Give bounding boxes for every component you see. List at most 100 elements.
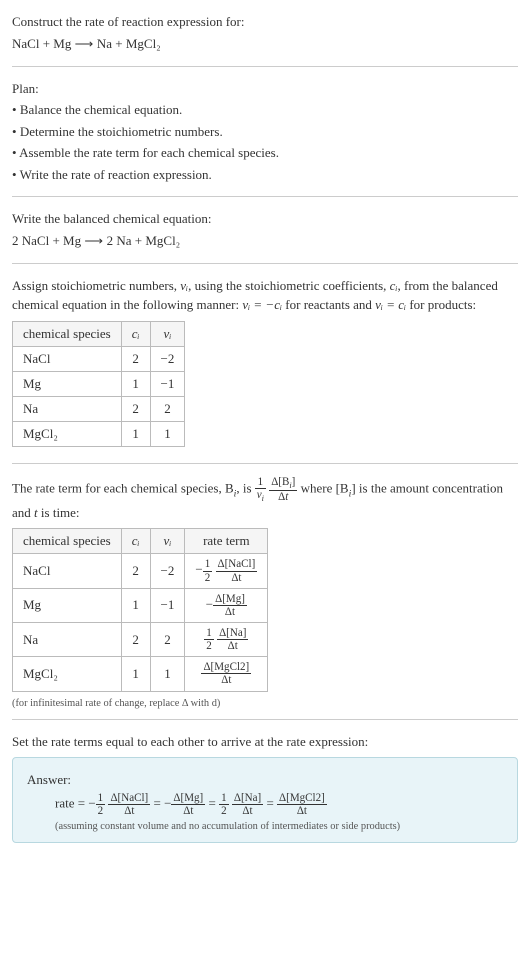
neg: − [88,795,95,810]
frac: Δ[NaCl]Δt [216,558,258,583]
cell: −2 [150,346,185,371]
stoich-section: Assign stoichiometric numbers, νᵢ, using… [12,276,518,464]
rate-expression: rate = −12 Δ[NaCl]Δt = −Δ[Mg]Δt = 12 Δ[N… [55,792,503,817]
balanced-section: Write the balanced chemical equation: 2 … [12,209,518,264]
cell: MgCl₂ [13,657,122,691]
table-row: MgCl₂ 1 1 Δ[MgCl2]Δt [13,657,268,691]
table-row: Mg1−1 [13,371,185,396]
cell: 2 [150,623,185,657]
cell: NaCl [13,346,122,371]
text: for reactants and [282,297,375,312]
eq-lhs: NaCl + Mg [12,36,71,51]
table-row: NaCl 2 −2 −12 Δ[NaCl]Δt [13,554,268,588]
cell: Na [13,623,122,657]
table-row: MgCl₂11 [13,421,185,446]
eq-rhs: Na + MgCl₂ [97,36,161,51]
text: νᵢ [164,533,172,548]
frac: Δ[Na]Δt [217,627,248,652]
neg: − [195,562,202,577]
text: cᵢ [132,326,140,341]
cell: 2 [150,396,185,421]
cell: 1 [121,371,150,396]
plan-section: Plan: • Balance the chemical equation. •… [12,79,518,198]
col-header: cᵢ [121,321,150,346]
cell: Δ[MgCl2]Δt [185,657,268,691]
col-header: chemical species [13,321,122,346]
plan-item: • Assemble the rate term for each chemic… [12,143,518,163]
rateterm-hint: (for infinitesimal rate of change, repla… [12,698,518,709]
plan-item-text: Determine the stoichiometric numbers. [20,124,223,139]
text: νᵢ [164,326,172,341]
frac: Δ[Bi]Δt [269,476,297,503]
cell: 1 [150,657,185,691]
balanced-rhs: 2 Na + MgCl₂ [107,233,181,248]
answer-box: Answer: rate = −12 Δ[NaCl]Δt = −Δ[Mg]Δt … [12,757,518,843]
frac: Δ[Na]Δt [232,792,263,817]
balanced-lhs: 2 NaCl + Mg [12,233,81,248]
frac: 1νi [255,476,266,503]
text: , using the stoichiometric coefficients, [188,278,390,293]
cell: −2 [150,554,185,588]
table-header-row: chemical species cᵢ νᵢ [13,321,185,346]
frac: Δ[MgCl2]Δt [277,792,327,817]
plan-item-text: Write the rate of reaction expression. [20,167,212,182]
text: , is [236,480,254,495]
text: for products: [406,297,476,312]
cell: 2 [121,396,150,421]
arrow-icon: ⟶ [75,36,97,51]
neg: − [206,596,213,611]
answer-label: Answer: [27,770,503,790]
col-header: chemical species [13,529,122,554]
cell: 12 Δ[Na]Δt [185,623,268,657]
text: The rate term for each chemical species,… [12,480,234,495]
neg: − [164,795,171,810]
assumption-hint: (assuming constant volume and no accumul… [55,821,503,832]
text: Assign stoichiometric numbers, [12,278,180,293]
plan-item-text: Balance the chemical equation. [20,102,182,117]
cell: Mg [13,371,122,396]
cell: 2 [121,346,150,371]
plan-item: • Determine the stoichiometric numbers. [12,122,518,142]
cell: −1 [150,588,185,622]
final-section: Set the rate terms equal to each other t… [12,732,518,853]
prompt-section: Construct the rate of reaction expressio… [12,12,518,67]
plan-item-text: Assemble the rate term for each chemical… [19,145,279,160]
cell: MgCl₂ [13,421,122,446]
rateterm-table: chemical species cᵢ νᵢ rate term NaCl 2 … [12,528,268,691]
frac: Δ[Mg]Δt [171,792,205,817]
rateterm-section: The rate term for each chemical species,… [12,476,518,720]
frac: Δ[NaCl]Δt [108,792,150,817]
frac: Δ[Mg]Δt [213,593,247,618]
prompt-title: Construct the rate of reaction expressio… [12,12,518,32]
table-row: Mg 1 −1 −Δ[Mg]Δt [13,588,268,622]
text: cᵢ [132,533,140,548]
col-header: νᵢ [150,529,185,554]
plan-heading: Plan: [12,79,518,99]
final-heading: Set the rate terms equal to each other t… [12,732,518,752]
balanced-heading: Write the balanced chemical equation: [12,209,518,229]
frac: 12 [204,627,214,652]
frac: 12 [219,792,229,817]
col-header: cᵢ [121,529,150,554]
rateterm-text: The rate term for each chemical species,… [12,476,518,523]
table-row: Na 2 2 12 Δ[Na]Δt [13,623,268,657]
balanced-equation: 2 NaCl + Mg ⟶ 2 Na + MgCl₂ [12,233,518,249]
rel-product: νᵢ = cᵢ [375,297,406,312]
arrow-icon: ⟶ [84,233,106,248]
col-header: νᵢ [150,321,185,346]
stoich-table: chemical species cᵢ νᵢ NaCl2−2 Mg1−1 Na2… [12,321,185,447]
cell: 1 [121,588,150,622]
cell: −1 [150,371,185,396]
col-header: rate term [185,529,268,554]
rate-label: rate = [55,795,88,810]
cell: 1 [121,657,150,691]
cell: 2 [121,623,150,657]
eq-sign: = [266,795,277,810]
cell: −12 Δ[NaCl]Δt [185,554,268,588]
table-row: NaCl2−2 [13,346,185,371]
rel-reactant: νᵢ = −cᵢ [242,297,282,312]
cell: 1 [150,421,185,446]
text: is time: [38,505,80,520]
nu-i: νᵢ [180,278,188,293]
cell: 1 [121,421,150,446]
